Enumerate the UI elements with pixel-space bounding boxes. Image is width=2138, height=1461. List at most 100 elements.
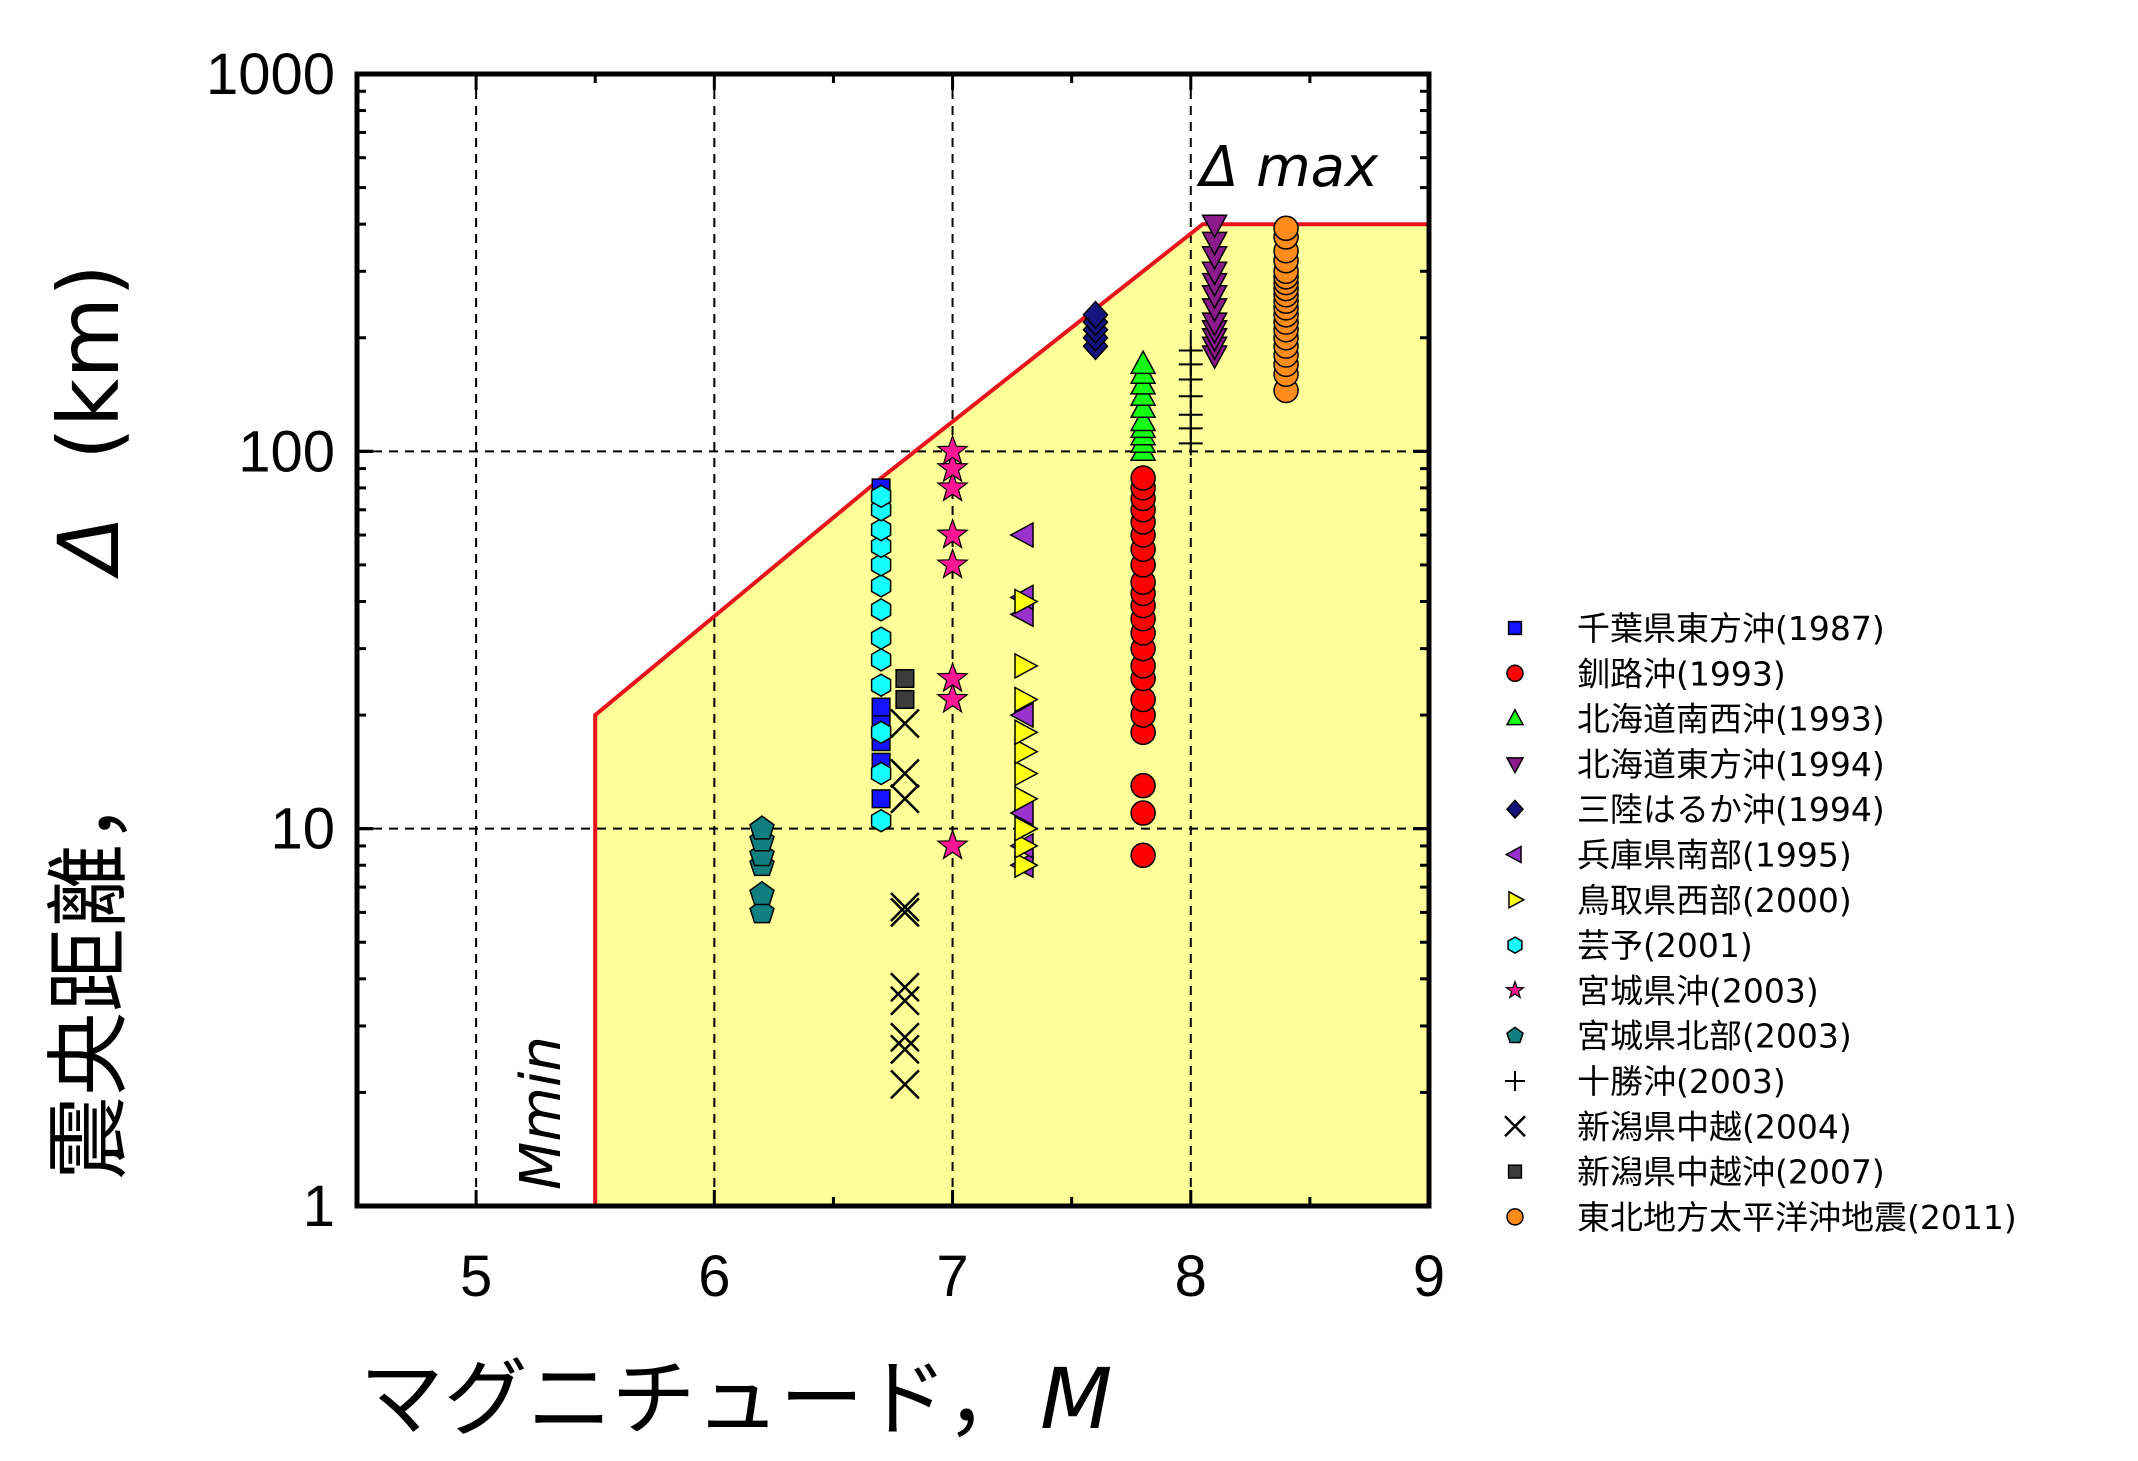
legend-label: 十勝沖(2003) xyxy=(1577,1062,1786,1101)
data-point xyxy=(936,661,969,693)
data-point xyxy=(870,673,892,698)
data-point xyxy=(1014,785,1039,813)
data-point xyxy=(890,758,920,789)
legend-marker xyxy=(1504,1115,1526,1138)
data-point xyxy=(1129,406,1157,432)
data-point xyxy=(890,1069,920,1100)
legend-marker xyxy=(1505,1071,1525,1091)
x-tick-labels: 5 6 7 8 9 xyxy=(460,1244,1445,1309)
plot-frame xyxy=(354,71,1432,1209)
legend-label: 新潟県中越沖(2007) xyxy=(1577,1153,1885,1192)
data-point xyxy=(936,517,969,549)
legend-marker xyxy=(1506,664,1524,683)
x-tick-label: 8 xyxy=(1175,1244,1207,1309)
data-point xyxy=(890,783,920,814)
series-9 xyxy=(749,815,775,924)
data-point xyxy=(1082,300,1109,330)
data-point xyxy=(749,880,775,906)
legend-marker xyxy=(1508,890,1526,910)
series-13 xyxy=(1273,215,1299,404)
data-point xyxy=(1129,393,1157,419)
data-point xyxy=(870,761,892,786)
legend-marker xyxy=(1504,979,1526,999)
data-point xyxy=(870,484,892,509)
dmax-annotation: Δ max xyxy=(1196,135,1379,200)
data-point xyxy=(1130,842,1156,869)
data-point xyxy=(890,897,920,928)
y-tick-label: 1 xyxy=(303,1174,335,1239)
legend-marker xyxy=(1506,1026,1524,1044)
series-1 xyxy=(1130,465,1156,869)
data-point xyxy=(871,697,891,717)
x-axis-title: マグニチュード， xyxy=(360,1350,1030,1448)
data-point xyxy=(1014,652,1039,680)
legend-marker xyxy=(1507,1164,1523,1179)
y-tick-label: 10 xyxy=(270,797,335,862)
legend-label: 北海道東方沖(1994) xyxy=(1577,745,1885,784)
x-axis-symbol: M xyxy=(1040,1350,1112,1448)
series-2 xyxy=(1129,349,1157,462)
data-point xyxy=(1009,521,1034,549)
legend-marker xyxy=(1505,757,1525,775)
data-point xyxy=(749,815,775,840)
x-tick-label: 9 xyxy=(1413,1244,1445,1309)
data-point xyxy=(870,808,892,833)
legend-marker xyxy=(1505,708,1525,726)
data-point xyxy=(1014,719,1039,746)
data-point xyxy=(936,451,969,483)
series-11 xyxy=(890,708,920,1100)
data-point xyxy=(895,668,915,689)
legend-label: 千葉県東方沖(1987) xyxy=(1577,609,1885,648)
series-6 xyxy=(1014,588,1039,879)
data-point xyxy=(870,720,892,745)
legend-label: 三陸はるか沖(1994) xyxy=(1577,790,1885,829)
data-point xyxy=(890,1034,920,1065)
data-point xyxy=(1009,701,1034,729)
grid-lines xyxy=(357,74,1429,1206)
data-point xyxy=(870,574,892,598)
data-point xyxy=(890,972,920,1003)
data-point xyxy=(895,689,915,710)
legend-label: 北海道南西沖(1993) xyxy=(1577,700,1885,739)
data-point xyxy=(1014,738,1039,765)
legend-marker xyxy=(1504,845,1522,864)
legend-marker xyxy=(1506,1208,1524,1226)
series-4 xyxy=(1082,300,1109,361)
y-tick-label: 1000 xyxy=(206,42,335,107)
legend: 千葉県東方沖(1987) 釧路沖(1993) 北海道南西沖(1993) 北海道東方沖(… xyxy=(1504,609,2017,1237)
legend-label: 鳥取県西部(2000) xyxy=(1577,881,1852,920)
data-point xyxy=(936,434,969,466)
legend-marker xyxy=(1505,799,1525,820)
data-point xyxy=(1014,815,1039,842)
data-point xyxy=(890,985,920,1016)
data-point xyxy=(870,598,892,622)
legend-marker xyxy=(1507,620,1523,636)
x-tick-label: 6 xyxy=(698,1244,730,1309)
x-tick-label: 7 xyxy=(936,1244,968,1309)
data-point xyxy=(1178,338,1203,363)
data-point xyxy=(870,534,892,559)
y-axis-title: 震央距離， xyxy=(40,760,138,1180)
x-tick-label: 5 xyxy=(460,1244,492,1309)
data-point xyxy=(1014,760,1039,787)
data-point xyxy=(870,648,892,672)
legend-label: 芸予(2001) xyxy=(1577,926,1753,965)
series-3 xyxy=(1201,214,1228,370)
y-tick-label: 100 xyxy=(238,419,335,484)
data-point xyxy=(870,517,892,542)
legend-label: 釧路沖(1993) xyxy=(1577,654,1786,693)
legend-label: 東北地方太平洋沖地震(2011) xyxy=(1577,1198,2017,1237)
data-point xyxy=(871,789,891,809)
data-point xyxy=(1130,772,1156,799)
data-point xyxy=(1129,349,1157,375)
y-axis-symbol: Δ xyxy=(40,516,138,579)
data-point xyxy=(890,1022,920,1053)
legend-label: 宮城県沖(2003) xyxy=(1577,971,1819,1010)
data-point xyxy=(1014,686,1039,713)
y-axis-unit: (km) xyxy=(40,264,138,460)
legend-label: 新潟県中越(2004) xyxy=(1577,1107,1852,1146)
data-point xyxy=(1014,851,1039,879)
data-point xyxy=(870,553,892,577)
legend-marker xyxy=(1507,936,1523,954)
